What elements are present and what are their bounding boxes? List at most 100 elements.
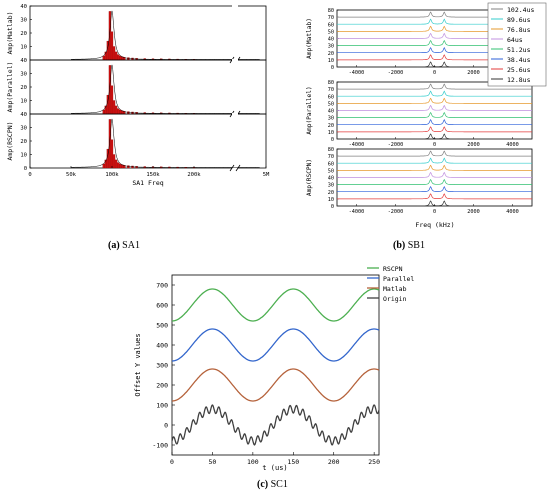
sb1-series-line (337, 97, 532, 104)
sa1-panel-2: 0 10 20 30 40 Amp(RSCPN) (6, 112, 267, 172)
sa1-y-tick-label: 20 (20, 31, 27, 37)
sa1-y-tick-label: 40 (20, 4, 27, 10)
sb1-series-line (337, 104, 532, 111)
caption-sc1: (c) SC1 (257, 479, 288, 490)
sb1-y-tick-label: 50 (328, 29, 334, 35)
sb1-series-line (337, 83, 532, 90)
sb1-x-tick-label: 0 (433, 142, 436, 148)
sc1-legend-label: Matlab (383, 285, 407, 293)
sc1-series-line (172, 328, 380, 362)
sb1-series-line (337, 90, 532, 97)
sa1-bar (117, 54, 120, 61)
sb1-x-tick-label: -2000 (388, 142, 404, 148)
sb1-series-line (337, 178, 532, 185)
sc1-y-tick-label: 300 (156, 362, 168, 370)
sc1-series-line (172, 368, 380, 402)
sa1-bar (117, 162, 120, 169)
sa1-bar (119, 109, 122, 115)
sb1-x-tick-label: 4000 (506, 209, 519, 215)
sc1-y-tick-label: -100 (152, 442, 168, 450)
sb1-y-tick-label: 30 (328, 116, 334, 122)
sb1-x-tick-label: 0 (433, 209, 436, 215)
sa1-envelope-line (71, 10, 260, 60)
sb1-legend-label: 76.8us (507, 26, 531, 34)
sa1-panel-frame (29, 5, 267, 61)
sc1-x-tick-label: 50 (209, 458, 217, 466)
sb1-y-tick-label: 60 (328, 161, 334, 167)
sa1-bar (112, 154, 116, 169)
sb1-legend: 102.4us 89.6us 76.8us 64us 51.2us 38.4us 25.6u… (487, 2, 547, 87)
sc1-series-line (171, 404, 380, 446)
caption-sa1-name: SA1 (122, 240, 140, 251)
sa1-bar (114, 51, 118, 61)
sc1-y-tick-label: 600 (156, 302, 168, 310)
sb1-y-tick-label: 10 (328, 58, 334, 64)
sb1-legend-label: 64us (507, 36, 523, 44)
sc1-y-tick-label: 200 (156, 382, 168, 390)
sb1-y-tick-label: 60 (328, 22, 334, 28)
sb1-legend-label: 12.8us (507, 76, 531, 84)
sc1-y-tick-label: 0 (164, 422, 168, 430)
sb1-y-tick-label: 10 (328, 130, 334, 136)
sb1-series-line (337, 126, 532, 133)
sa1-axis-break-gap (232, 113, 238, 169)
sa1-ylabel: Amp(Matlab) (6, 11, 14, 54)
sc1-x-tick-label: 200 (328, 458, 340, 466)
sa1-axis-break-gap (232, 59, 238, 115)
sa1-bar (112, 46, 116, 61)
sa1-x-tick-label: 150k (146, 172, 160, 178)
sb1-series-line (337, 118, 532, 126)
caption-sa1-label: (a) (108, 240, 120, 251)
sb1-y-tick-label: 40 (328, 176, 334, 182)
sb1-x-tick-label: -4000 (349, 209, 365, 215)
sb1-ylabel: Amp(Matlab) (306, 18, 313, 59)
sb1-x-tick-label: -2000 (388, 209, 404, 215)
sa1-axis-break-gap (232, 5, 238, 61)
sa1-bar (114, 159, 118, 169)
sb1-legend-label: 51.2us (507, 46, 531, 54)
sb1-y-tick-label: 50 (328, 101, 334, 107)
sb1-y-tick-label: 50 (328, 168, 334, 174)
sa1-y-tick-label: 20 (20, 139, 27, 145)
sa1-bar (110, 31, 114, 61)
caption-sc1-label: (c) (257, 479, 269, 490)
sa1-x-tick-label: 0 (28, 172, 31, 178)
sa1-bar (119, 55, 122, 61)
sa1-y-tick-label: 0 (24, 166, 27, 172)
sb1-legend-label: 102.4us (507, 6, 534, 14)
sa1-bar (114, 105, 118, 115)
sc1-legend-label: Origin (383, 295, 407, 303)
caption-sa1: (a) SA1 (108, 240, 140, 251)
sa1-envelope-line (71, 118, 260, 168)
sb1-y-tick-label: 40 (328, 109, 334, 115)
caption-sb1: (b) SB1 (393, 240, 425, 251)
sb1-x-tick-label: -2000 (388, 70, 404, 76)
sa1-bar (119, 163, 122, 169)
sa1-bar (117, 108, 120, 115)
sb1-x-tick-label: 2000 (467, 209, 480, 215)
sa1-axis-break-mark (229, 164, 235, 172)
sc1-x-tick-label: 250 (368, 458, 380, 466)
sc1-x-tick-label: 0 (170, 458, 174, 466)
sc1-legend-label: Parallel (383, 275, 414, 283)
sa1-xlabel: SA1 Freq (132, 179, 163, 187)
chart-sa1: 10 20 30 40 Amp(Matlab) 10 20 30 40 Amp(Parallel)… (6, 4, 270, 187)
sc1-legend-label: RSCPN (383, 265, 403, 273)
sb1-legend-label: 25.6us (507, 66, 531, 74)
sa1-axis-break-mark (235, 164, 241, 172)
sb1-y-tick-label: 30 (328, 183, 334, 189)
sb1-series-line (337, 171, 532, 178)
sb1-ylabel: Amp(RSCPN) (306, 159, 313, 196)
sb1-series-line (337, 150, 532, 157)
sb1-legend-box (487, 2, 547, 87)
sa1-envelope-line (71, 64, 260, 114)
sb1-y-tick-label: 70 (328, 15, 334, 21)
sb1-x-tick-label: 2000 (467, 142, 480, 148)
sb1-y-tick-label: 0 (331, 65, 334, 71)
sb1-series-line (337, 157, 532, 164)
sa1-y-tick-label: 30 (20, 126, 27, 132)
sa1-y-tick-label: 10 (20, 153, 27, 159)
sa1-y-tick-label: 20 (20, 85, 27, 91)
